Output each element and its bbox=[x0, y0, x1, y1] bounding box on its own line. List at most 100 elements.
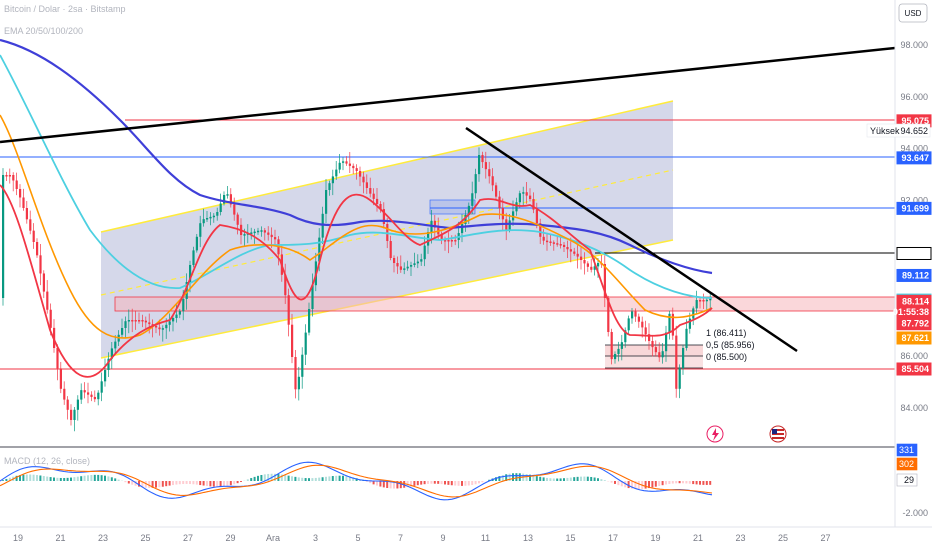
candle-body bbox=[679, 368, 681, 388]
macd-tick: -2.000 bbox=[902, 508, 928, 518]
candle-body bbox=[124, 321, 126, 328]
macd-histogram-bar bbox=[458, 481, 460, 486]
macd-histogram-bar bbox=[53, 478, 55, 481]
macd-histogram-bar bbox=[345, 476, 347, 481]
candle-body bbox=[165, 325, 167, 328]
candle-body bbox=[97, 393, 99, 400]
candle-body bbox=[158, 328, 160, 330]
candle-body bbox=[233, 204, 235, 214]
macd-histogram-bar bbox=[223, 481, 225, 486]
indicator-title: EMA 20/50/100/200 bbox=[4, 26, 83, 36]
price-tag-text: 88.114 bbox=[902, 296, 929, 306]
candle-body bbox=[692, 308, 694, 318]
macd-histogram-bar bbox=[454, 481, 456, 486]
candle-body bbox=[138, 320, 140, 322]
macd-histogram-bar bbox=[189, 481, 191, 484]
candle-body bbox=[454, 240, 456, 242]
candle-body bbox=[515, 202, 517, 211]
candle-body bbox=[162, 328, 164, 330]
macd-histogram-bar bbox=[447, 481, 449, 485]
candle-body bbox=[90, 395, 92, 397]
candle-body bbox=[566, 247, 568, 249]
candle-body bbox=[356, 168, 358, 171]
macd-histogram-bar bbox=[63, 478, 65, 481]
candle-body bbox=[662, 351, 664, 357]
fib-box-upper[interactable] bbox=[605, 345, 703, 356]
macd-histogram-bar bbox=[87, 475, 89, 481]
candle-body bbox=[12, 175, 14, 181]
fib-box-lower[interactable] bbox=[605, 356, 703, 368]
macd-histogram-bar bbox=[230, 481, 232, 485]
price-tag: 87.621 bbox=[897, 332, 931, 344]
macd-histogram-bar bbox=[46, 477, 48, 481]
candle-body bbox=[417, 262, 419, 264]
candle-body bbox=[274, 237, 276, 239]
x-tick-label: 25 bbox=[140, 533, 150, 543]
candle-body bbox=[651, 341, 653, 347]
candle-body bbox=[145, 321, 147, 323]
candle-body bbox=[199, 223, 201, 237]
macd-histogram-bar bbox=[444, 481, 446, 484]
candle-body bbox=[573, 252, 575, 254]
macd-histogram-bar bbox=[104, 476, 106, 481]
macd-histogram-bar bbox=[328, 476, 330, 481]
candle-body bbox=[73, 410, 75, 420]
candle-body bbox=[393, 258, 395, 263]
macd-histogram-bar bbox=[451, 481, 453, 485]
macd-histogram-bar bbox=[702, 481, 704, 485]
price-tag-text: 91.699 bbox=[901, 203, 929, 213]
macd-histogram-bar bbox=[80, 476, 82, 481]
macd-histogram-bar bbox=[696, 481, 698, 484]
candle-body bbox=[308, 309, 310, 333]
candle-body bbox=[509, 220, 511, 229]
y-tick-label: 86.000 bbox=[900, 351, 928, 361]
x-tick-label: 15 bbox=[565, 533, 575, 543]
resistance-zone[interactable] bbox=[115, 297, 895, 311]
candle-body bbox=[29, 219, 31, 230]
candle-body bbox=[498, 197, 500, 208]
macd-histogram-bar bbox=[699, 481, 701, 485]
macd-signal-line[interactable] bbox=[0, 465, 712, 497]
candle-body bbox=[546, 241, 548, 243]
lightning-event-icon[interactable] bbox=[707, 426, 723, 442]
candle-body bbox=[104, 370, 106, 381]
candle-body bbox=[376, 199, 378, 204]
candle-body bbox=[658, 352, 660, 357]
candle-body bbox=[291, 325, 293, 357]
candle-body bbox=[206, 218, 208, 220]
price-tag-text: 89.959 bbox=[901, 248, 929, 258]
candle-body bbox=[135, 320, 137, 322]
macd-histogram-bar bbox=[298, 477, 300, 481]
macd-histogram-bar bbox=[468, 481, 470, 485]
macd-histogram-bar bbox=[515, 473, 517, 481]
us-flag-event-icon[interactable] bbox=[770, 426, 786, 442]
candle-body bbox=[447, 240, 449, 242]
macd-histogram-bar bbox=[413, 481, 415, 486]
macd-histogram-bar bbox=[315, 478, 317, 481]
candle-body bbox=[26, 208, 28, 219]
x-tick-label: 13 bbox=[523, 533, 533, 543]
candle-body bbox=[641, 322, 643, 328]
candle-body bbox=[50, 310, 52, 328]
currency-button[interactable]: USD bbox=[899, 4, 927, 22]
macd-histogram-bar bbox=[424, 481, 426, 484]
fib-label-0: 0 (85.500) bbox=[706, 352, 747, 362]
high-label-title: Yüksek bbox=[870, 126, 900, 136]
macd-histogram-bar bbox=[67, 478, 69, 481]
macd-histogram-bar bbox=[90, 475, 92, 481]
candle-body bbox=[288, 295, 290, 325]
candle-body bbox=[94, 397, 96, 399]
macd-tag: 331 bbox=[897, 444, 917, 456]
candle-body bbox=[560, 244, 562, 246]
macd-histogram-bar bbox=[288, 476, 290, 481]
macd-histogram-bar bbox=[118, 480, 120, 481]
candle-body bbox=[328, 183, 330, 190]
macd-histogram-bar bbox=[73, 477, 75, 481]
macd-histogram-bar bbox=[655, 481, 657, 487]
macd-histogram-bar bbox=[577, 477, 579, 481]
macd-histogram-bar bbox=[114, 478, 116, 481]
candle-body bbox=[60, 368, 62, 388]
candle-body bbox=[203, 219, 205, 223]
candle-body bbox=[665, 333, 667, 352]
